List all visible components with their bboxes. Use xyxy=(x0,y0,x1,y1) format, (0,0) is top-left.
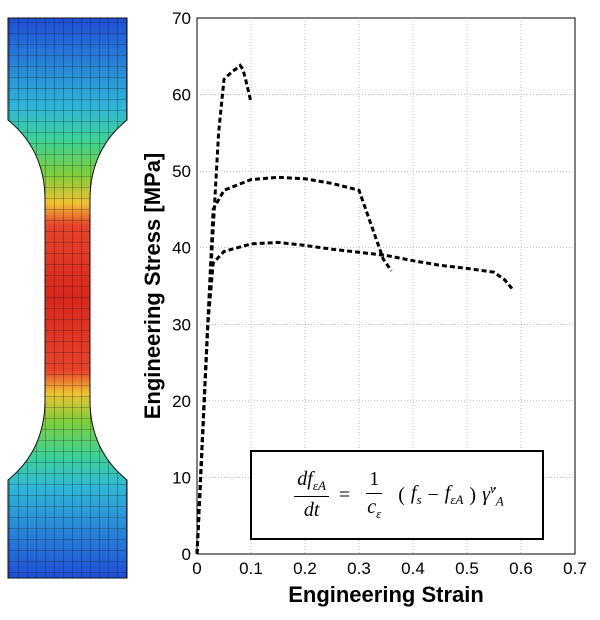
y-tick-label: 60 xyxy=(172,86,191,105)
x-tick-label: 0.7 xyxy=(563,559,587,578)
lhs-denominator: dt xyxy=(303,499,320,521)
minus-sign: − xyxy=(427,483,439,506)
rhs-numerator: 1 xyxy=(366,468,383,494)
y-tick-label: 70 xyxy=(172,9,191,28)
y-tick-label: 20 xyxy=(172,392,191,411)
y-tick-label: 30 xyxy=(172,315,191,334)
y-tick-label: 0 xyxy=(182,545,191,564)
y-tick-label: 40 xyxy=(172,239,191,258)
x-tick-label: 0.6 xyxy=(509,559,533,578)
paren-open: ( xyxy=(398,483,405,506)
lhs-numerator: dfεA xyxy=(294,468,329,497)
stress-strain-curve-1 xyxy=(195,63,253,555)
data-series xyxy=(195,63,515,555)
x-tick-label: 0.5 xyxy=(455,559,479,578)
x-tick-label: 0.3 xyxy=(347,559,371,578)
rhs-denominator: cε xyxy=(367,496,382,521)
lhs-fraction: dfεA dt xyxy=(294,468,329,522)
rhs-fraction: 1 cε xyxy=(360,468,388,522)
y-tick-label: 50 xyxy=(172,162,191,181)
y-tick-label: 10 xyxy=(172,468,191,487)
equation-box: dfεA dt = 1 cε ( fs − fεA ) γ̇vA xyxy=(250,450,544,540)
term-f-ea: fεA xyxy=(444,482,464,507)
x-tick-label: 0.4 xyxy=(401,559,425,578)
stress-strain-curve-2 xyxy=(195,175,393,555)
grid-lines xyxy=(197,18,575,554)
paren-close: ) xyxy=(469,483,477,506)
axis-ticks: 0 0.1 0.2 0.3 0.4 0.5 0.6 0.7 0 10 20 30 40 50 60 70 xyxy=(172,9,587,578)
stress-strain-curve-3 xyxy=(195,240,515,555)
x-axis-title: Engineering Strain xyxy=(288,582,484,607)
term-gamma-dot: γ̇vA xyxy=(482,480,504,509)
equals-sign: = xyxy=(338,483,351,506)
x-tick-label: 0.1 xyxy=(239,559,263,578)
specimen-outline xyxy=(7,17,128,579)
y-axis-title: Engineering Stress [MPa] xyxy=(140,153,165,420)
x-tick-label: 0.2 xyxy=(293,559,317,578)
term-f-s: fs xyxy=(410,482,422,507)
specimen-mesh xyxy=(7,17,128,579)
x-tick-label: 0 xyxy=(192,559,201,578)
specimen-mesh-grid xyxy=(8,18,127,578)
